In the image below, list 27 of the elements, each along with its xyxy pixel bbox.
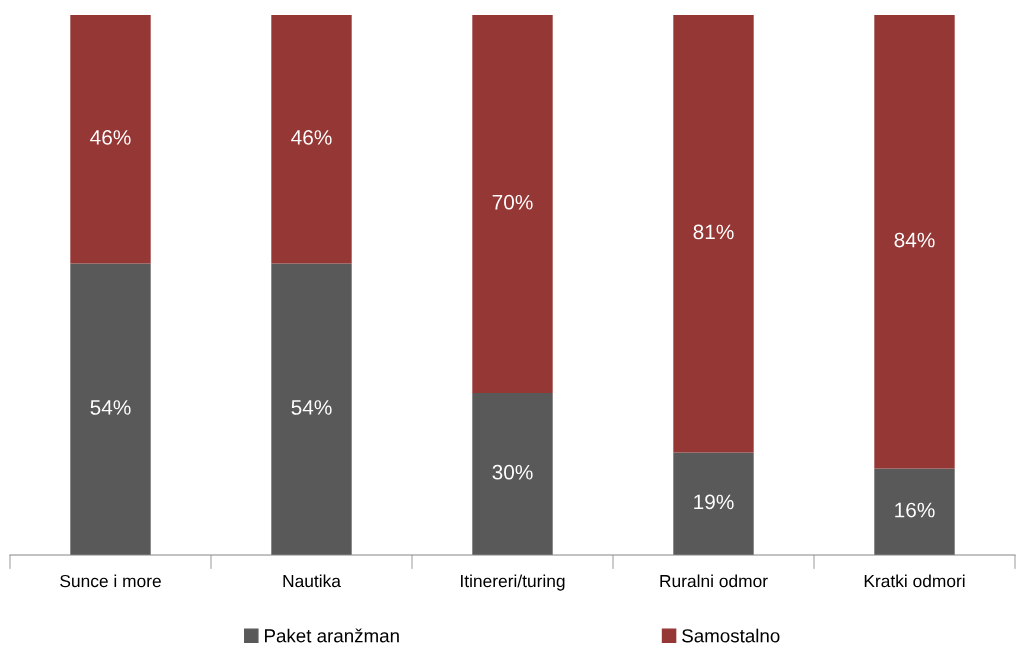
data-label: 54%: [90, 400, 131, 415]
data-label: 30%: [492, 464, 533, 480]
data-label: 54%: [291, 400, 332, 415]
legend-label: Paket aranžman: [265, 628, 399, 643]
bar: [874, 468, 955, 555]
bar: [673, 452, 754, 555]
legend-label: Samostalno: [682, 628, 780, 643]
x-tick-label: Sunce i more: [60, 574, 161, 588]
bar: [472, 15, 553, 393]
data-label: 19%: [694, 494, 734, 510]
bar: [673, 15, 754, 453]
bar: [874, 15, 955, 469]
x-tick-label: Kratki odmori: [864, 574, 965, 588]
data-label: 46%: [291, 130, 332, 145]
bar: [271, 263, 352, 555]
bar: [271, 15, 352, 264]
bar: [70, 15, 151, 264]
data-label: 46%: [90, 130, 131, 145]
bar: [70, 263, 151, 555]
data-label: 16%: [895, 502, 935, 518]
x-tick-label: Itinereri/turing: [461, 574, 565, 591]
data-label: 70%: [492, 194, 533, 210]
x-tick-label: Nautika: [283, 574, 341, 588]
x-tick-label: Ruralni odmor: [660, 574, 768, 588]
data-label: 81%: [693, 224, 734, 240]
bar: [472, 393, 553, 555]
data-label: 84%: [894, 232, 935, 248]
